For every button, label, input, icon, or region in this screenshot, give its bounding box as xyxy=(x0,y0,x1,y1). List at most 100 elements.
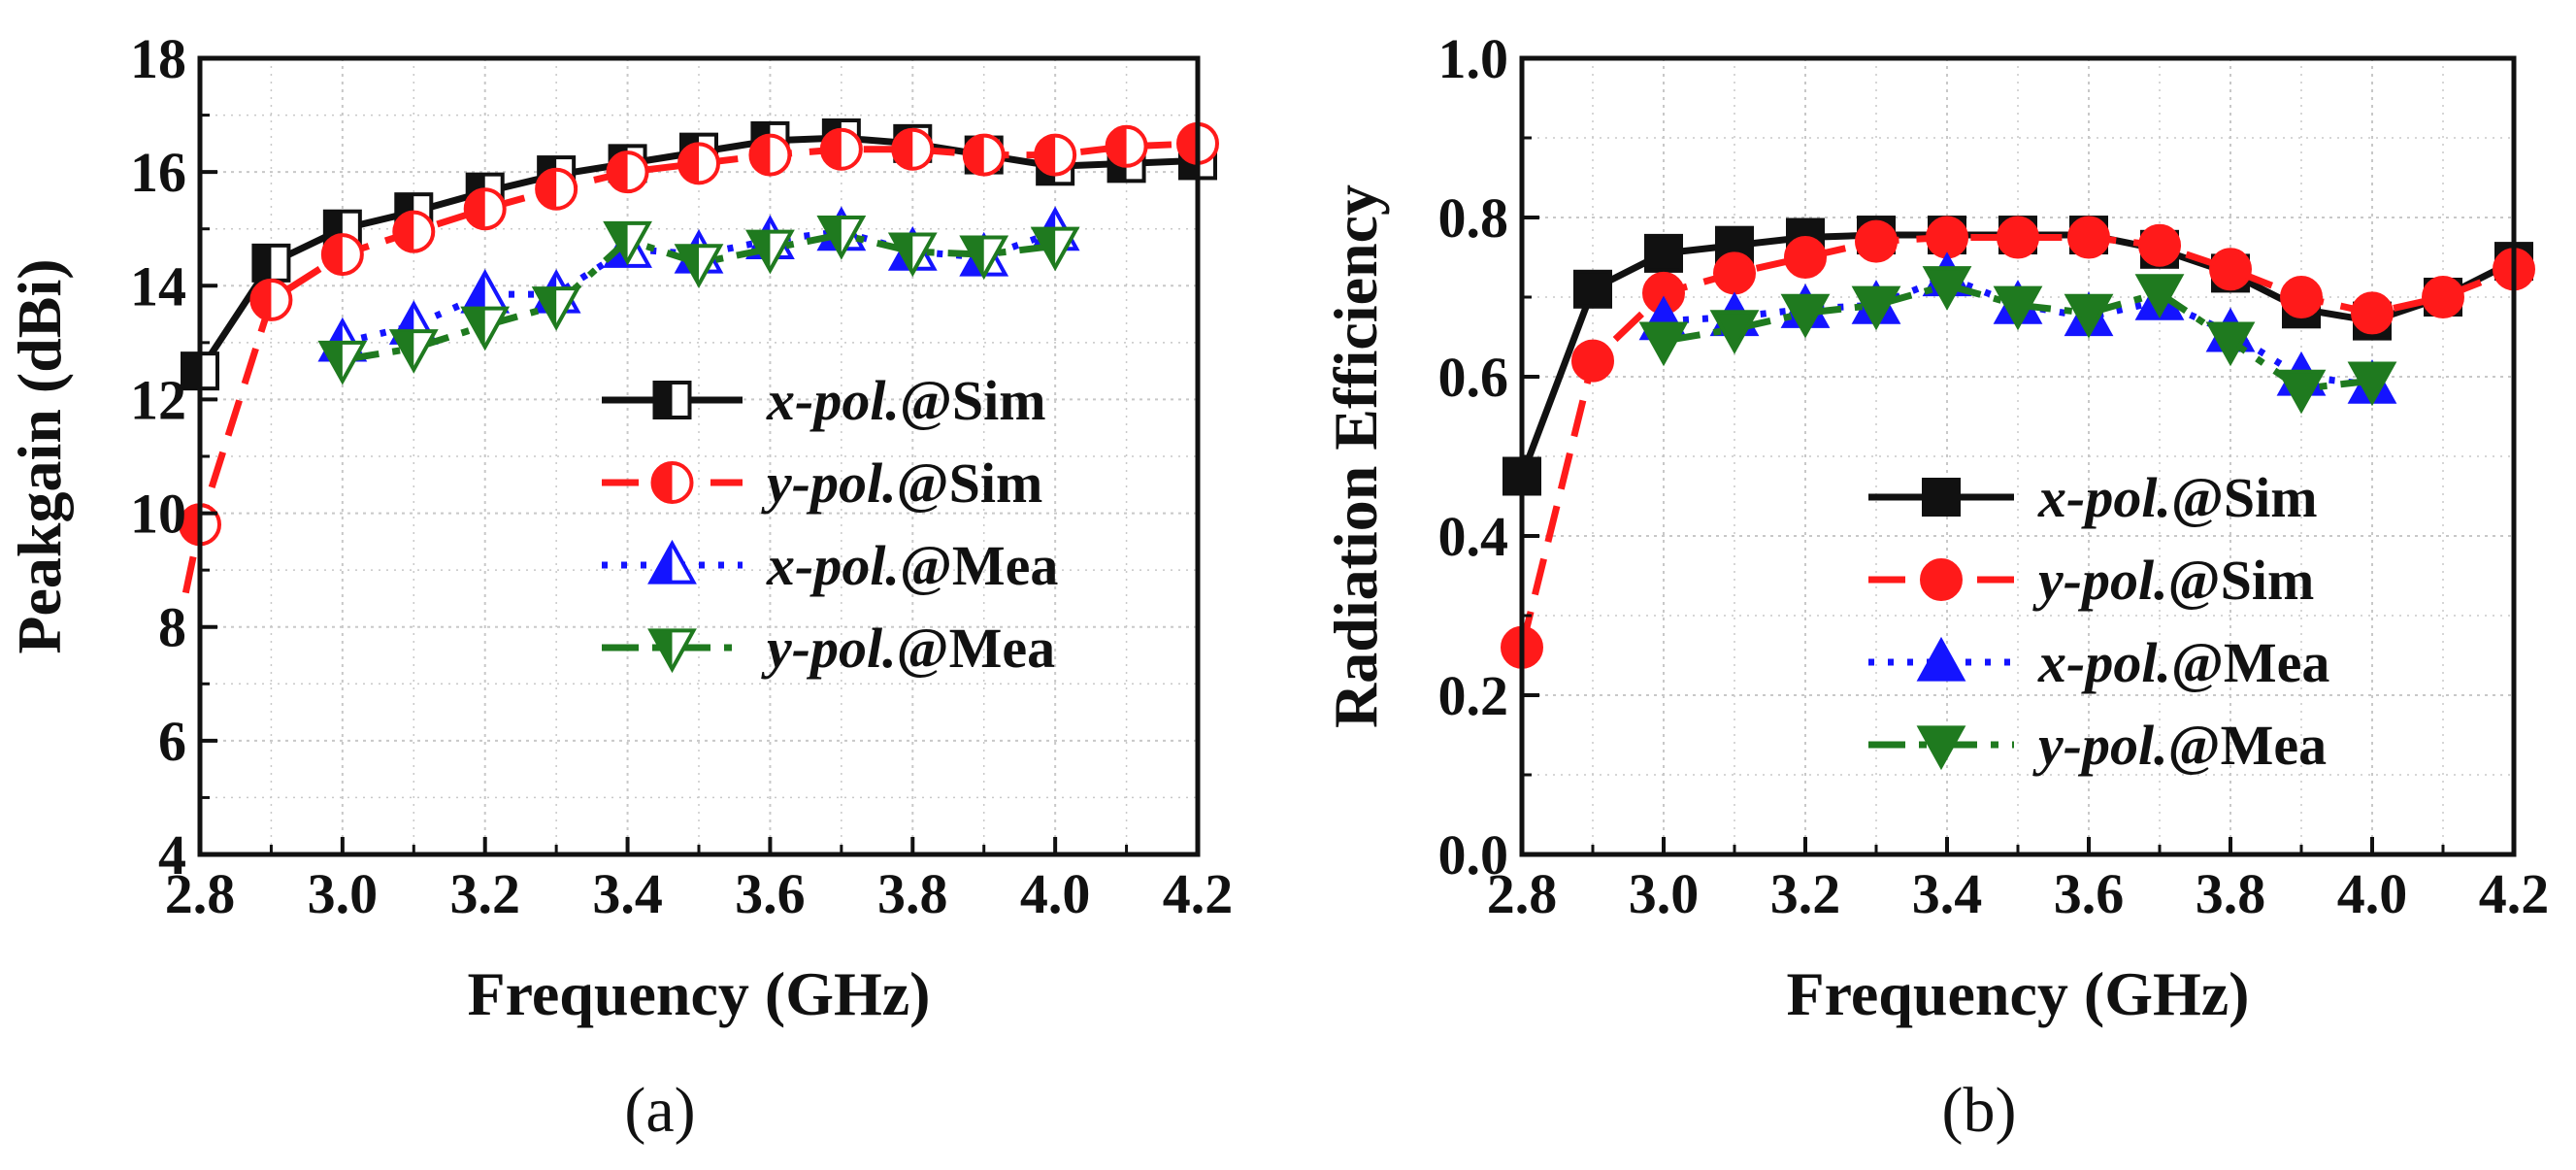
legend-marker xyxy=(1916,636,1966,682)
x-tick-label: 4.0 xyxy=(1020,862,1091,925)
data-point xyxy=(1997,216,2039,259)
data-point-fill xyxy=(1036,135,1056,175)
legend-label: x-pol.@Sim xyxy=(2037,466,2318,529)
y-tick-label: 0.8 xyxy=(1438,186,1509,250)
y-tick-label: 0.4 xyxy=(1438,505,1509,568)
data-point xyxy=(2347,361,2397,407)
legend-entry: y-pol.@Mea xyxy=(602,617,1055,680)
data-point xyxy=(2209,248,2252,291)
data-point xyxy=(1784,236,1827,279)
data-point xyxy=(2351,291,2394,335)
legend-label-suffix: @Sim xyxy=(897,451,1043,515)
legend-label-italic: x-pol. xyxy=(766,534,900,597)
x-tick-label: 3.2 xyxy=(449,862,520,925)
data-point-fill xyxy=(606,222,628,262)
legend-entry: y-pol.@Sim xyxy=(1868,549,2314,612)
legend-marker-fill xyxy=(652,463,673,502)
series-3 xyxy=(317,215,1080,385)
ticks: 2.8 3.0 3.2 3.4 3.6 3.8 4.0 4.2 0.0 0.2 0.4 0.6 0.8 1… xyxy=(1438,27,2550,925)
legend-label: x-pol.@Sim xyxy=(766,369,1046,432)
y-tick-label: 18 xyxy=(130,27,186,90)
y-axis-title: Peakgain (dBi) xyxy=(5,258,74,653)
series-line-1 xyxy=(1518,234,2516,649)
legend-marker-fill xyxy=(654,383,673,418)
legend-label: x-pol.@Mea xyxy=(2037,631,2329,694)
data-point-fill xyxy=(608,152,628,192)
y-tick-label: 6 xyxy=(158,710,186,773)
legend-label-italic: x-pol. xyxy=(2037,466,2171,529)
data-point-fill xyxy=(463,273,485,312)
legend-entry: x-pol.@Mea xyxy=(602,534,1058,597)
data-point-fill xyxy=(181,505,200,545)
legend-marker xyxy=(1916,725,1966,771)
legend-label-italic: y-pol. xyxy=(761,617,897,680)
data-point xyxy=(2138,223,2181,267)
data-point xyxy=(1638,321,1689,367)
legend-label-italic: y-pol. xyxy=(2032,714,2168,777)
legend-label: y-pol.@Sim xyxy=(2032,549,2314,612)
data-point-fill xyxy=(253,245,272,281)
y-tick-label: 10 xyxy=(130,483,186,546)
data-point-fill xyxy=(322,235,343,275)
data-point xyxy=(1851,285,1901,331)
data-point xyxy=(2064,293,2114,339)
data-point xyxy=(1709,310,1760,354)
x-tick-label: 3.8 xyxy=(2196,862,2266,925)
x-tick-label: 4.2 xyxy=(1163,862,1234,925)
chart-a-peakgain: 2.8 3.0 3.2 3.4 3.6 3.8 4.0 4.2 4 6 8 10 12 14 16 18 Fre… xyxy=(5,27,1233,1146)
legend-label: x-pol.@Mea xyxy=(766,534,1058,597)
y-tick-label: 8 xyxy=(158,596,186,659)
x-tick-label: 3.2 xyxy=(1770,862,1841,925)
y-tick-label: 0.0 xyxy=(1438,823,1509,886)
x-tick-label: 3.6 xyxy=(2054,862,2125,925)
x-tick-label: 3.8 xyxy=(877,862,948,925)
series-line-1 xyxy=(182,140,1199,594)
x-tick-label: 2.8 xyxy=(1487,862,1558,925)
legend-label: y-pol.@Sim xyxy=(761,451,1042,515)
data-point-fill xyxy=(320,342,343,382)
data-point xyxy=(1922,266,1972,311)
data-point xyxy=(1855,219,1898,263)
data-point-fill xyxy=(465,189,485,229)
y-tick-label: 12 xyxy=(130,368,186,431)
data-point xyxy=(1713,251,1756,295)
legend-entry: y-pol.@Sim xyxy=(602,451,1042,515)
data-point-fill xyxy=(392,331,414,370)
data-point-fill xyxy=(819,217,842,256)
data-point-fill xyxy=(677,246,699,284)
data-point-fill xyxy=(821,129,842,169)
x-tick-label: 3.6 xyxy=(735,862,806,925)
x-axis-title: Frequency (GHz) xyxy=(468,959,931,1028)
y-tick-label: 16 xyxy=(130,141,186,204)
legend-entry: x-pol.@Sim xyxy=(1868,466,2318,529)
series-1 xyxy=(1501,216,2535,669)
x-axis-title: Frequency (GHz) xyxy=(1787,959,2250,1028)
x-tick-label: 4.2 xyxy=(2479,862,2550,925)
data-point xyxy=(1571,339,1614,383)
x-tick-label: 3.0 xyxy=(308,862,379,925)
legend-marker xyxy=(1920,558,1963,601)
legend-label-suffix: @Mea xyxy=(2171,631,2329,694)
panel-label: (a) xyxy=(624,1075,695,1146)
series-line-2 xyxy=(1663,274,2373,388)
data-point xyxy=(2280,276,2323,318)
data-point xyxy=(1993,285,2043,331)
data-point-fill xyxy=(394,212,414,251)
legend-marker-fill xyxy=(650,544,673,583)
legend-entry: x-pol.@Sim xyxy=(602,369,1046,432)
data-point xyxy=(2205,321,2256,367)
y-tick-label: 14 xyxy=(130,254,186,318)
x-tick-label: 4.0 xyxy=(2337,862,2408,925)
data-point-fill xyxy=(891,234,913,274)
data-point-fill xyxy=(964,135,984,175)
data-point-fill xyxy=(962,237,984,277)
legend-label-suffix: @Mea xyxy=(897,617,1055,680)
chart-b-radiation-efficiency: 2.8 3.0 3.2 3.4 3.6 3.8 4.0 4.2 0.0 0.2 0.4 0.6 0.8 1… xyxy=(1321,27,2549,1146)
y-tick-label: 0.2 xyxy=(1438,664,1509,727)
data-point-fill xyxy=(1106,126,1127,166)
legend-label-suffix: @Sim xyxy=(2168,549,2315,612)
data-point xyxy=(2422,276,2464,318)
legend-label-italic: x-pol. xyxy=(2037,631,2171,694)
